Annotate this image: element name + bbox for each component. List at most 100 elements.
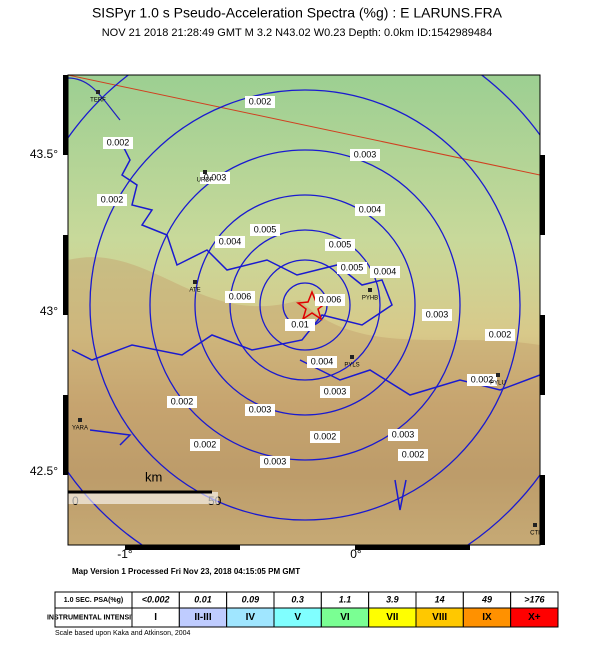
contour-label: 0.003 bbox=[249, 404, 272, 414]
contour-label-bg bbox=[97, 194, 127, 206]
legend-psa: 1.1 bbox=[339, 594, 352, 604]
legend-intensity-label: INSTRUMENTAL INTENSITY bbox=[47, 614, 140, 621]
contour-label-bg bbox=[370, 266, 400, 278]
subtitle: NOV 21 2018 21:28:49 GMT M 3.2 N43.02 W0… bbox=[102, 27, 493, 39]
station bbox=[193, 280, 197, 284]
contour-label: 0.003 bbox=[426, 309, 449, 319]
legend-label-cell bbox=[54, 591, 133, 628]
contour-label-bg bbox=[315, 294, 345, 306]
contour-label: 0.002 bbox=[314, 431, 337, 441]
station-label: URDF bbox=[197, 178, 214, 184]
legend-intensity: IV bbox=[246, 612, 256, 623]
contour-label: 0.006 bbox=[229, 291, 252, 301]
contour-label: 0.003 bbox=[324, 386, 347, 396]
contour-label-bg bbox=[250, 224, 280, 236]
contour-label: 0.004 bbox=[374, 266, 397, 276]
lon-label: -1° bbox=[117, 547, 133, 561]
contour-label-bg bbox=[260, 456, 290, 468]
lat-label: 43.5° bbox=[30, 147, 58, 161]
circle-arc bbox=[68, 77, 121, 121]
contour-label-bg bbox=[167, 396, 197, 408]
contour-label-bg bbox=[103, 137, 133, 149]
contour-label-bg bbox=[388, 429, 418, 441]
legend-psa: 0.01 bbox=[194, 594, 212, 604]
frame-ticks bbox=[63, 75, 545, 550]
contours bbox=[68, 75, 540, 545]
contour-label: 0.005 bbox=[254, 224, 277, 234]
contour-label-bg bbox=[215, 236, 245, 248]
legend-intensity: VII bbox=[386, 612, 398, 623]
contour-label-bg bbox=[320, 386, 350, 398]
station bbox=[533, 523, 537, 527]
station bbox=[203, 170, 207, 174]
contour-label-bg bbox=[355, 204, 385, 216]
contour-label: 0.002 bbox=[107, 137, 130, 147]
contour-label: 0.002 bbox=[249, 96, 272, 106]
coastline bbox=[71, 139, 540, 511]
contour-label-bg bbox=[245, 96, 275, 108]
station bbox=[350, 355, 354, 359]
legend-intensity: VI bbox=[340, 612, 350, 623]
contour-label-bg bbox=[485, 329, 515, 341]
scale-bg bbox=[68, 492, 218, 504]
legend-intensity: I bbox=[154, 612, 157, 623]
legend-note: Scale based upon Kaka and Atkinson, 2004 bbox=[55, 630, 191, 637]
contour-label: 0.003 bbox=[354, 149, 377, 159]
contour-label-bg bbox=[398, 449, 428, 461]
contour-label-bg bbox=[310, 431, 340, 443]
title: SISPyr 1.0 s Pseudo-Acceleration Spectra… bbox=[92, 5, 503, 21]
legend-intensity: V bbox=[294, 612, 301, 623]
legend-psa-label: 1.0 SEC. PSA(%g) bbox=[64, 597, 124, 604]
contour-label-bg bbox=[245, 404, 275, 416]
lon-label: 0° bbox=[350, 547, 362, 561]
footer: Map Version 1 Processed Fri Nov 23, 2018… bbox=[72, 567, 300, 576]
contour-label: 0.01 bbox=[291, 319, 309, 329]
legend-psa: 3.9 bbox=[386, 594, 399, 604]
legend-psa: 0.3 bbox=[291, 594, 304, 604]
contour-label: 0.002 bbox=[194, 439, 217, 449]
contour-label: 0.002 bbox=[171, 396, 194, 406]
station-label: PYLS bbox=[344, 363, 359, 369]
scale-unit: km bbox=[145, 469, 162, 484]
station-label: PYLU bbox=[490, 381, 506, 387]
contour-label: 0.003 bbox=[204, 172, 227, 182]
legend-psa: 49 bbox=[481, 594, 492, 604]
station bbox=[496, 373, 500, 377]
contour-label-bg bbox=[200, 172, 230, 184]
legend-intensity: VIII bbox=[432, 612, 447, 623]
legend-intensity-cell bbox=[510, 607, 559, 628]
contour-label: 0.003 bbox=[392, 429, 415, 439]
station bbox=[368, 288, 372, 292]
contour-label: 0.002 bbox=[471, 374, 494, 384]
contour-label: 0.003 bbox=[264, 456, 287, 466]
map-area: 0.002 0.002 0.003 0.002 0.003 0.004 0.004 0.005… bbox=[68, 75, 540, 545]
contour-label-bg bbox=[190, 439, 220, 451]
contour-label-bg bbox=[467, 374, 497, 386]
contour-label-bg bbox=[350, 149, 380, 161]
contour-label: 0.005 bbox=[341, 262, 364, 272]
mountains bbox=[68, 257, 540, 545]
station bbox=[96, 90, 100, 94]
contour-label: 0.006 bbox=[319, 294, 342, 304]
station-label: PYHB bbox=[362, 296, 378, 302]
station-label: ATE bbox=[189, 288, 200, 294]
legend-psa: 14 bbox=[435, 594, 445, 604]
contour-label-bg bbox=[422, 309, 452, 321]
lat-label: 43° bbox=[40, 304, 58, 318]
contour-label-bg bbox=[325, 239, 355, 251]
contour-label: 0.002 bbox=[101, 194, 124, 204]
legend-intensity: IX bbox=[482, 612, 492, 623]
station bbox=[78, 418, 82, 422]
station-label: YARA bbox=[72, 426, 88, 432]
legend-psa: 0.09 bbox=[242, 594, 260, 604]
contour-label: 0.004 bbox=[311, 356, 334, 366]
contour-label: 0.002 bbox=[402, 449, 425, 459]
contour-label: 0.004 bbox=[219, 236, 242, 246]
contour-label-bg bbox=[307, 356, 337, 368]
contour-label-bg bbox=[225, 291, 255, 303]
contour-label-bg bbox=[337, 262, 367, 274]
terrain bbox=[68, 75, 540, 545]
legend-psa: <0.002 bbox=[142, 594, 170, 604]
station-label: CTI bbox=[530, 531, 540, 537]
